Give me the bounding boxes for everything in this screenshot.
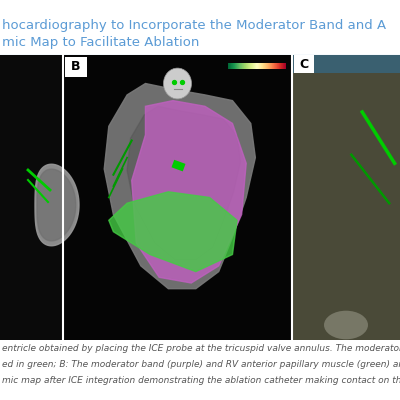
Text: C: C <box>300 58 308 70</box>
Text: mic Map to Facilitate Ablation: mic Map to Facilitate Ablation <box>2 36 199 49</box>
Polygon shape <box>132 101 246 283</box>
Point <box>178 78 185 85</box>
Bar <box>292 55 400 73</box>
Text: entricle obtained by placing the ICE probe at the tricuspid valve annulus. The m: entricle obtained by placing the ICE pro… <box>2 344 400 353</box>
Polygon shape <box>109 192 237 272</box>
Ellipse shape <box>324 311 368 339</box>
Text: mic map after ICE integration demonstrating the ablation catheter making contact: mic map after ICE integration demonstrat… <box>2 376 400 385</box>
Bar <box>294 55 314 73</box>
Polygon shape <box>37 169 76 241</box>
Polygon shape <box>127 106 240 260</box>
Bar <box>65 57 87 77</box>
Text: B: B <box>71 60 81 74</box>
Text: hocardiography to Incorporate the Moderator Band and A: hocardiography to Incorporate the Modera… <box>2 19 386 32</box>
Ellipse shape <box>164 68 192 99</box>
Bar <box>292 55 400 340</box>
Polygon shape <box>35 164 79 246</box>
Bar <box>0 55 63 340</box>
Bar <box>172 160 186 172</box>
Bar <box>63 55 292 340</box>
Point <box>170 78 177 85</box>
Polygon shape <box>104 84 255 289</box>
Text: ed in green; B: The moderator band (purple) and RV anterior papillary muscle (gr: ed in green; B: The moderator band (purp… <box>2 360 400 369</box>
